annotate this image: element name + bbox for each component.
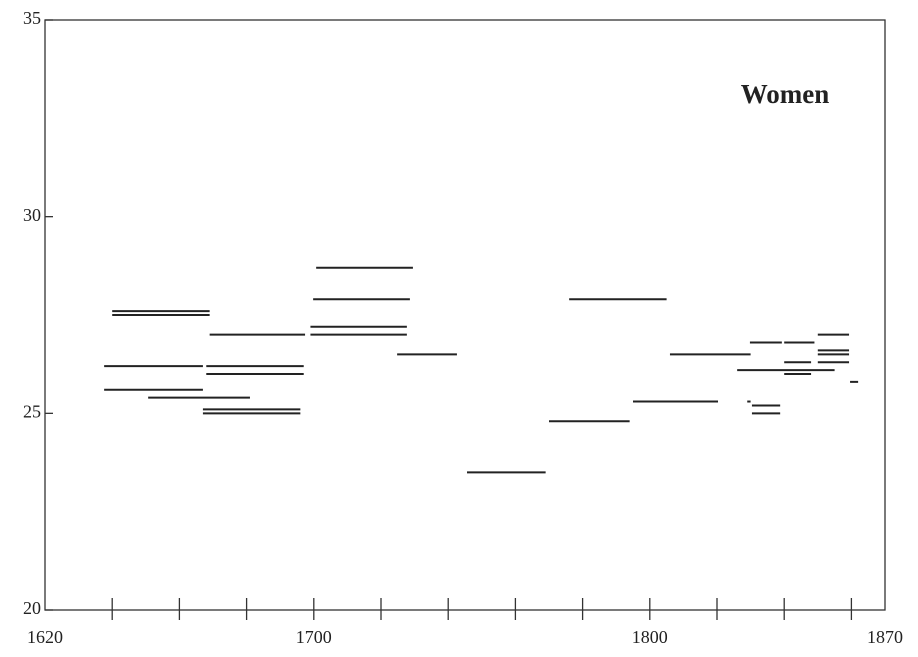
y-tick-label: 35 [23,8,41,28]
y-tick-label: 20 [23,598,41,618]
x-tick-label: 1620 [27,627,63,647]
plot-frame [44,19,886,611]
y-tick-label: 30 [23,205,41,225]
x-tick-label: 1870 [867,627,903,647]
x-tick-label: 1800 [632,627,668,647]
y-tick-label: 25 [23,401,41,421]
annotation: Women [741,79,830,109]
x-tick-label: 1700 [296,627,332,647]
